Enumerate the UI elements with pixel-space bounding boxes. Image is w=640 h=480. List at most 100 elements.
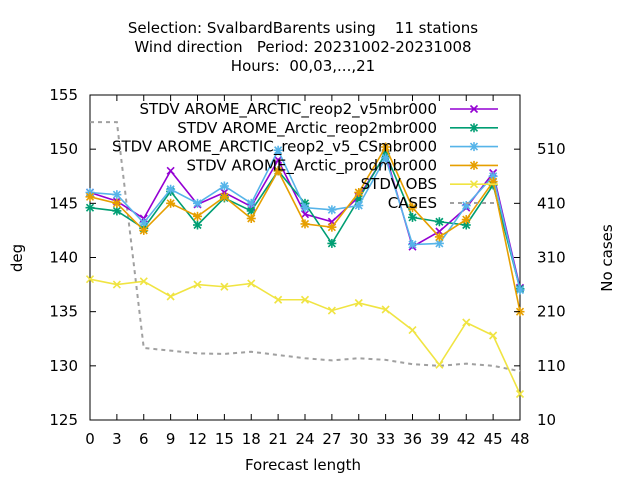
data-point: [193, 220, 202, 230]
x-tick-label: 30: [349, 430, 368, 448]
data-point: [112, 280, 121, 289]
title-line-1: Selection: SvalbardBarents using 11 stat…: [128, 19, 478, 37]
x-tick-label: 24: [295, 430, 314, 448]
y2-tick-label: 310: [537, 249, 566, 267]
y-tick-label: 140: [49, 249, 78, 267]
data-point: [139, 218, 149, 228]
data-point: [193, 280, 202, 289]
series-layer: [85, 142, 525, 399]
data-point: [247, 279, 256, 288]
data-point: [469, 123, 479, 133]
y2-tick-label: 510: [537, 140, 566, 158]
series-line: [90, 121, 521, 373]
data-point: [469, 160, 479, 170]
data-point: [246, 198, 256, 208]
y2-tick-label: 210: [537, 303, 566, 321]
data-point: [300, 210, 310, 219]
data-point: [434, 232, 444, 242]
legend-item: STDV OBS: [361, 175, 498, 193]
data-point: [300, 203, 310, 213]
data-point: [85, 192, 95, 202]
x-tick-label: 18: [242, 430, 261, 448]
legend-label: STDV AROME_Arctic_prodmbr000: [186, 156, 437, 175]
data-point: [469, 180, 479, 189]
y2-tick-label: 10: [537, 411, 556, 429]
legend-label: CASES: [388, 194, 437, 212]
y2-tick-label: 110: [537, 357, 566, 375]
data-point: [469, 104, 479, 114]
data-point: [112, 198, 122, 208]
data-point: [166, 166, 175, 175]
data-point: [354, 188, 364, 197]
data-point: [300, 219, 310, 229]
data-point: [166, 184, 176, 194]
x-tick-label: 39: [430, 430, 449, 448]
data-point: [327, 205, 337, 215]
y-axis-label: deg: [8, 244, 26, 272]
series-stdv-arome-arctic-prodmbr000: [85, 142, 525, 317]
ticks-layer: 0 3 6 9 12 15 18 21 24 27 30 33 36 39 42 45 481251301351…: [49, 86, 565, 448]
data-point: [220, 282, 229, 291]
x-tick-label: 9: [166, 430, 176, 448]
x-tick-label: 33: [376, 430, 395, 448]
x-tick-label: 15: [215, 430, 234, 448]
data-point: [273, 166, 283, 176]
data-point: [381, 305, 390, 314]
legend-item: STDV AROME_Arctic_reop2mbr000: [177, 119, 498, 138]
data-point: [85, 203, 95, 213]
data-point: [489, 331, 498, 340]
x-tick-label: 42: [457, 430, 476, 448]
legend-item: CASES: [388, 194, 498, 212]
data-point: [193, 211, 202, 221]
legend-item: STDV AROME_ARCTIC_reop2_v5mbr000: [139, 100, 498, 119]
data-point: [85, 275, 95, 284]
data-point: [112, 190, 122, 200]
data-point: [193, 198, 202, 208]
legend-label: STDV AROME_Arctic_reop2mbr000: [177, 119, 437, 138]
data-point: [462, 318, 471, 327]
y-tick-label: 130: [49, 357, 78, 375]
data-point: [354, 298, 363, 308]
data-point: [408, 326, 417, 335]
y-tick-label: 150: [49, 140, 78, 158]
x-tick-label: 27: [322, 430, 341, 448]
series-line: [89, 278, 521, 395]
data-point: [515, 389, 525, 399]
data-point: [166, 292, 175, 301]
data-point: [112, 206, 122, 216]
data-point: [327, 306, 336, 315]
title-line-3: Hours: 00,03,...,21: [231, 57, 375, 75]
data-point: [274, 295, 283, 304]
data-point: [300, 295, 310, 304]
data-point: [408, 212, 417, 222]
data-point: [354, 201, 364, 210]
x-tick-label: 6: [139, 430, 149, 448]
data-point: [166, 198, 176, 208]
x-tick-label: 0: [85, 430, 95, 448]
x-tick-label: 3: [112, 430, 122, 448]
legend-label: STDV AROME_ARCTIC_reop2_v5mbr000: [139, 100, 437, 119]
cases-layer: [90, 121, 521, 373]
title-line-2: Wind direction Period: 20231002-20231008: [134, 38, 471, 56]
data-point: [408, 240, 417, 249]
data-point: [435, 360, 444, 369]
x-tick-label: 21: [269, 430, 288, 448]
data-point: [515, 285, 525, 295]
y-tick-label: 125: [49, 411, 78, 429]
data-point: [273, 145, 283, 155]
y-tick-label: 145: [49, 194, 78, 212]
data-point: [327, 222, 337, 232]
y2-tick-label: 410: [537, 194, 566, 212]
y-tick-label: 155: [49, 86, 78, 104]
y2-axis-label: No cases: [598, 224, 616, 292]
data-point: [219, 181, 229, 191]
data-point: [461, 215, 471, 225]
data-point: [139, 277, 148, 286]
data-point: [139, 225, 149, 235]
legend-label: STDV OBS: [361, 175, 437, 193]
data-point: [219, 192, 229, 202]
x-tick-label: 12: [188, 430, 207, 448]
data-point: [434, 217, 444, 227]
